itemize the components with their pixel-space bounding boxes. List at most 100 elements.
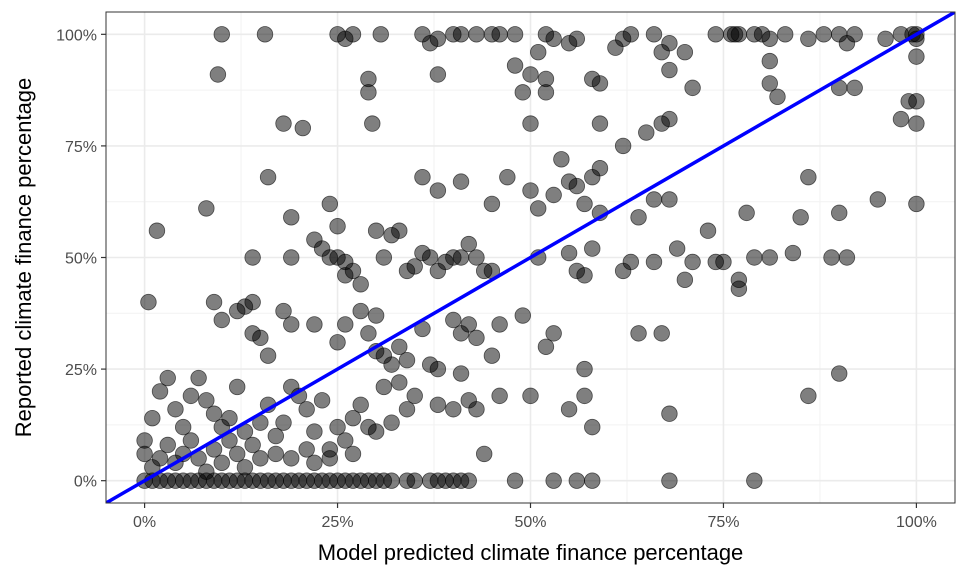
scatter-point (468, 26, 485, 43)
scatter-point (429, 182, 447, 199)
scatter-point (707, 26, 724, 43)
x-tick-label: 25% (322, 514, 354, 531)
scatter-point (151, 383, 169, 400)
scatter-point (391, 374, 408, 391)
scatter-point (514, 307, 531, 324)
scatter-point (406, 472, 423, 489)
scatter-point (275, 414, 292, 431)
x-axis-ticks: 0% 25% 50% 75% 100% (133, 503, 937, 531)
scatter-point (244, 436, 261, 454)
scatter-point (398, 401, 416, 418)
scatter-point (167, 401, 184, 418)
scatter-point (792, 209, 809, 226)
scatter-point (769, 88, 786, 106)
scatter-point (468, 329, 485, 347)
scatter-point (483, 347, 501, 364)
scatter-point (452, 173, 470, 190)
scatter-point (306, 423, 323, 440)
scatter-point (908, 195, 925, 213)
scatter-point (777, 26, 794, 43)
scatter-point (645, 26, 663, 43)
scatter-point (607, 39, 624, 56)
scatter-point (761, 75, 778, 92)
scatter-point (653, 325, 670, 342)
scatter-point (275, 115, 292, 132)
scatter-point (367, 307, 385, 324)
scatter-point (645, 253, 663, 271)
scatter-point (414, 168, 431, 186)
scatter-point (352, 396, 369, 414)
scatter-point (560, 244, 578, 262)
scatter-point (537, 338, 555, 355)
scatter-point (372, 26, 389, 43)
scatter-point (568, 30, 586, 47)
scatter-point (584, 472, 601, 489)
scatter-point (144, 409, 161, 427)
scatter-point (367, 423, 385, 440)
scatter-point (256, 26, 274, 43)
scatter-point (553, 151, 570, 168)
scatter-point (684, 253, 701, 271)
scatter-point (645, 191, 663, 208)
scatter-point (259, 168, 277, 186)
scatter-point (506, 57, 524, 74)
scatter-point (429, 30, 447, 47)
scatter-point (537, 84, 555, 101)
x-tick-label: 100% (896, 514, 937, 531)
scatter-point (294, 119, 312, 137)
scatter-point (661, 472, 678, 489)
scatter-point (383, 414, 400, 431)
scatter-point (421, 249, 439, 266)
scatter-point (445, 311, 462, 329)
scatter-point (298, 401, 315, 418)
scatter-point (329, 218, 346, 235)
scatter-point (545, 186, 562, 204)
scatter-point (391, 222, 408, 239)
scatter-point (746, 472, 763, 489)
scatter-point (800, 30, 817, 47)
scatter-point (468, 249, 485, 266)
scatter-point (136, 445, 153, 463)
scatter-point (514, 84, 531, 101)
scatter-point (321, 450, 339, 467)
scatter-point (730, 26, 748, 43)
scatter-point (699, 222, 717, 239)
scatter-point (591, 115, 609, 132)
scatter-point (375, 378, 393, 396)
scatter-point (283, 209, 300, 226)
scatter-point (584, 240, 601, 257)
y-tick-label: 0% (74, 474, 97, 491)
scatter-point (205, 293, 223, 311)
scatter-point (800, 387, 817, 405)
scatter-point (877, 30, 894, 47)
scatter-point (491, 316, 508, 333)
scatter-point (159, 369, 176, 387)
scatter-point (545, 30, 562, 47)
scatter-point (846, 79, 863, 97)
x-tick-label: 50% (514, 514, 546, 531)
scatter-point (213, 454, 230, 472)
scatter-point (209, 66, 227, 83)
scatter-point (213, 26, 230, 43)
y-tick-label: 100% (56, 27, 97, 44)
y-axis-ticks: 0% 25% 50% 75% 100% (56, 27, 106, 491)
scatter-point (908, 93, 925, 110)
scatter-point (344, 445, 362, 463)
reference-line (106, 12, 955, 503)
scatter-point (190, 369, 207, 387)
scatter-point (715, 253, 732, 271)
scatter-point (259, 347, 277, 364)
scatter-point (815, 26, 832, 43)
scatter-point (522, 182, 539, 199)
scatter-point (344, 262, 362, 280)
scatter-point (252, 450, 269, 467)
scatter-point (283, 450, 300, 467)
scatter-point (140, 293, 157, 311)
scatter-point (275, 302, 292, 320)
y-tick-label: 75% (65, 139, 97, 156)
scatter-point (460, 316, 477, 333)
scatter-point (283, 316, 300, 333)
scatter-point (367, 222, 385, 239)
scatter-point (530, 43, 547, 61)
scatter-point (364, 115, 381, 132)
